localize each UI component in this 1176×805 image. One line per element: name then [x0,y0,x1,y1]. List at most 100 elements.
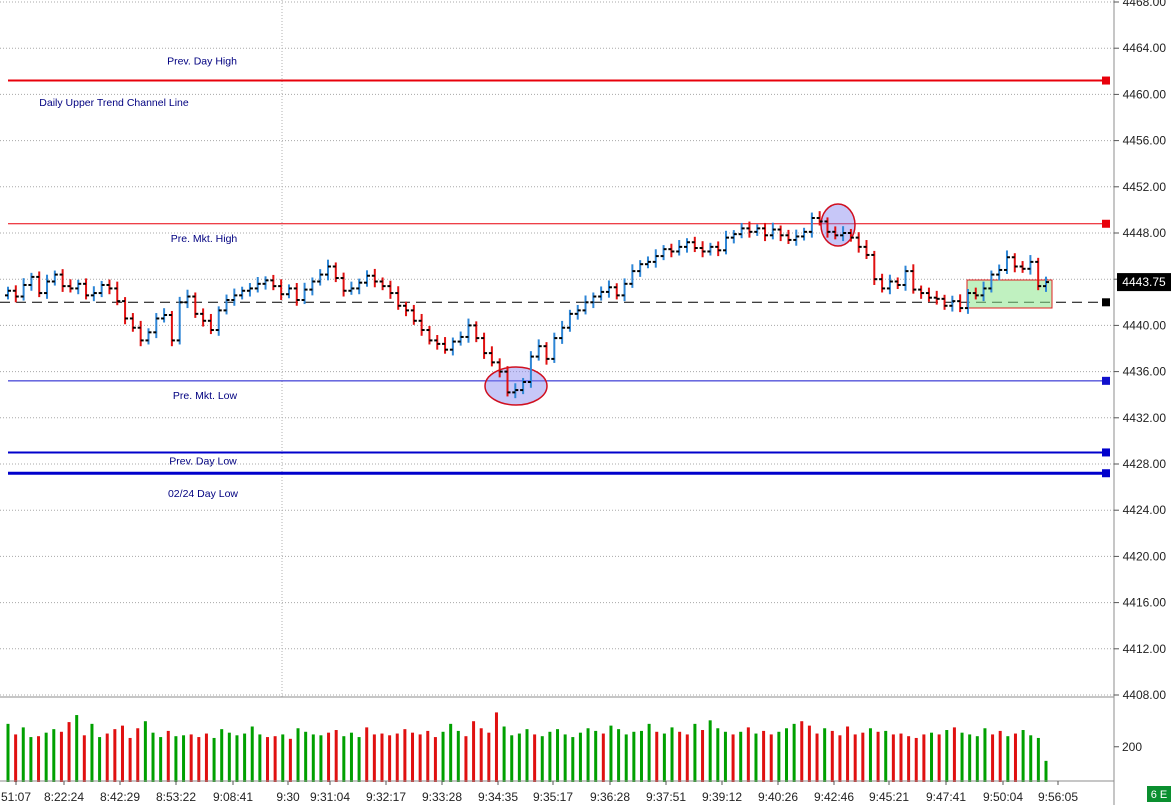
volume-bar [327,732,331,782]
ohlc-bar [566,309,573,332]
volume-bar [502,726,506,782]
ohlc-bar [90,286,97,302]
ohlc-bar [168,310,175,347]
volume-bar [731,734,735,782]
time-tick-label: 9:50:04 [983,790,1023,804]
volume-bar [75,715,79,782]
volume-tick-label: 200 [1122,740,1142,754]
volume-bar [1021,730,1025,782]
ohlc-bar [442,337,449,354]
high-highlight-ellipse[interactable] [820,203,856,247]
ohlc-bar [98,280,105,298]
ohlc-bar [51,270,58,286]
volume-bar [357,737,361,782]
ohlc-bar [348,281,355,295]
volume-bar [639,730,643,782]
time-tick-label: 9:42:46 [814,790,854,804]
volume-bar [930,732,934,782]
ohlc-bar [598,286,605,301]
reference-lines [8,76,1110,478]
volume-bar [662,733,666,782]
volume-bar [197,737,201,782]
reference-line-label: Prev. Day Low [169,455,237,467]
ohlc-bar [465,318,472,343]
ohlc-bar [683,238,690,253]
volume-bar [578,732,582,782]
ohlc-bar [527,351,534,388]
ohlc-bar [153,313,160,339]
ohlc-bar [793,229,800,246]
volume-bar [449,723,453,782]
volume-bar [594,730,598,782]
entry-zone-rectangle[interactable] [966,279,1053,309]
volume-bar [899,733,903,782]
volume-bar [433,737,437,782]
volume-bar [105,733,109,782]
ohlc-bar [285,284,292,299]
volume-bar [525,729,529,782]
ohlc-bar [949,295,956,312]
time-axis[interactable]: 51:07 8:22:24 8:42:29 8:53:22 9:08:41 9:30 9:3… [1,781,1078,804]
ohlc-bar [863,240,870,259]
volume-bar [647,723,651,782]
ohlc-bar [715,241,722,257]
volume-bar [777,731,781,782]
ohlc-bar [278,279,285,300]
ohlc-bar [754,224,761,236]
price-tick-label: 4464.00 [1123,41,1167,55]
dashed-price-level [0,298,1110,307]
ohlc-bar [512,383,519,399]
volume-bar [113,729,117,782]
volume-bar [37,736,41,782]
volume-bar [487,732,491,782]
volume-bar [403,729,407,782]
ohlc-bar [801,227,808,241]
volume-bar [823,728,827,782]
price-tick-label: 4468.00 [1123,0,1167,9]
volume-bar [937,734,941,782]
volume-bar [189,734,193,782]
volume-bar [166,730,170,782]
price-axis[interactable]: 4468.00 4464.00 4460.00 4456.00 4452.00 4448.… [1114,0,1171,754]
volume-bar [754,733,758,782]
volume-bar [563,734,567,782]
volume-bar [258,734,262,782]
volume-bar [128,737,132,782]
volume-bar [655,731,659,782]
volume-bar [792,723,796,782]
volume-bar [59,731,63,782]
last-price-label: 4443.75 [1122,275,1166,289]
ohlc-bar [28,272,35,291]
ohlc-bar [629,264,636,288]
reference-line-marker [1102,448,1110,457]
time-tick-label: 9:39:12 [702,790,742,804]
volume-bar [311,734,315,782]
volume-bar [601,733,605,782]
ohlc-bar [551,332,558,363]
volume-bar [151,732,155,782]
ohlc-bar [137,320,144,347]
volume-bar [411,732,415,782]
volume-bar [769,734,773,782]
volume-bar [67,722,71,782]
price-tick-label: 4460.00 [1123,87,1167,101]
ohlc-bar [106,279,113,295]
volume-bar [624,734,628,782]
ohlc-bar [192,292,199,318]
ohlc-bar [730,230,737,244]
ohlc-bar [933,290,940,305]
ohlc-bar [988,270,995,293]
last-price-badge [1117,273,1171,292]
time-tick-label: 51:07 [1,790,31,804]
ohlc-bar [1043,276,1049,292]
price-tick-label: 4424.00 [1123,503,1167,517]
price-tick-label: 4416.00 [1123,596,1167,610]
ohlc-bar [676,240,683,256]
ohlc-bar [122,297,129,325]
time-tick-label: 9:34:35 [478,790,518,804]
volume-bar [159,737,163,782]
ohlc-bar [738,222,745,239]
ohlc-bar [746,221,753,238]
volume-bar [533,734,537,782]
